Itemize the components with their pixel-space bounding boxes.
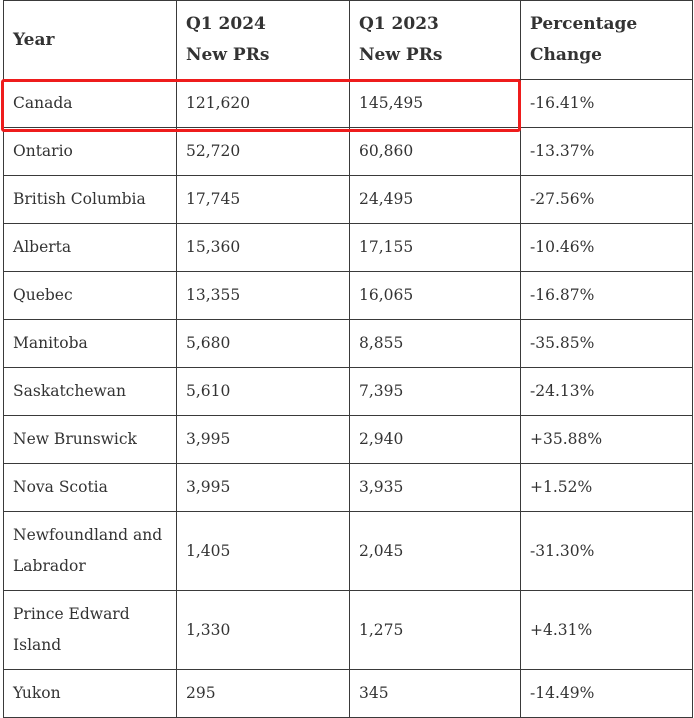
region-cell: New Brunswick	[3, 415, 177, 464]
q1-2024-value: 3,995	[176, 415, 350, 464]
percentage-change-value: -14.49%	[520, 669, 693, 718]
q1-2024-value: 5,610	[176, 367, 350, 416]
region-name: Yukon	[13, 684, 61, 702]
region-name: Prince Edward	[13, 605, 130, 623]
q1-2023-value: 2,045	[349, 511, 521, 591]
region-name: Ontario	[13, 142, 73, 160]
q1-2024-value: 295	[176, 669, 350, 718]
header-year: Year	[3, 0, 177, 80]
header-percentage-change-line-2: Change	[530, 45, 602, 65]
q1-2023-value: 17,155	[349, 223, 521, 272]
region-name: Saskatchewan	[13, 382, 127, 400]
q1-2023-value: 24,495	[349, 175, 521, 224]
region-cell: Prince Edward Island	[3, 590, 177, 670]
table-row: Manitoba 5,680 8,855 -35.85%	[3, 319, 693, 368]
q1-2024-value: 17,745	[176, 175, 350, 224]
region-name: Manitoba	[13, 334, 88, 352]
percentage-change-value: -27.56%	[520, 175, 693, 224]
header-q1-2024: Q1 2024 New PRs	[176, 0, 350, 80]
q1-2024-value: 1,330	[176, 590, 350, 670]
table-row: New Brunswick 3,995 2,940 +35.88%	[3, 415, 693, 464]
q1-2023-value: 145,495	[349, 79, 521, 128]
region-name: British Columbia	[13, 190, 146, 208]
region-name: Nova Scotia	[13, 478, 108, 496]
region-name: Quebec	[13, 286, 73, 304]
q1-2023-value: 16,065	[349, 271, 521, 320]
header-year-line-1: Year	[13, 29, 55, 50]
region-cell: Newfoundland and Labrador	[3, 511, 177, 591]
header-q1-2023-line-1: Q1 2023	[359, 14, 439, 34]
table-row: Prince Edward Island 1,330 1,275 +4.31%	[3, 590, 693, 670]
q1-2024-value: 121,620	[176, 79, 350, 128]
region-cell: Nova Scotia	[3, 463, 177, 512]
percentage-change-value: -35.85%	[520, 319, 693, 368]
q1-2023-value: 60,860	[349, 127, 521, 176]
percentage-change-value: +1.52%	[520, 463, 693, 512]
header-q1-2024-line-1: Q1 2024	[186, 14, 266, 34]
region-name: Canada	[13, 94, 73, 112]
header-q1-2023: Q1 2023 New PRs	[349, 0, 521, 80]
table-row: Saskatchewan 5,610 7,395 -24.13%	[3, 367, 693, 416]
region-name: Alberta	[13, 238, 72, 256]
percentage-change-value: -16.87%	[520, 271, 693, 320]
region-cell: Manitoba	[3, 319, 177, 368]
q1-2023-value: 2,940	[349, 415, 521, 464]
table-row: Ontario 52,720 60,860 -13.37%	[3, 127, 693, 176]
table-row: Alberta 15,360 17,155 -10.46%	[3, 223, 693, 272]
percentage-change-value: +4.31%	[520, 590, 693, 670]
table-row: British Columbia 17,745 24,495 -27.56%	[3, 175, 693, 224]
q1-2023-value: 3,935	[349, 463, 521, 512]
table-row: Quebec 13,355 16,065 -16.87%	[3, 271, 693, 320]
percentage-change-value: -16.41%	[520, 79, 693, 128]
q1-2024-value: 5,680	[176, 319, 350, 368]
q1-2024-value: 52,720	[176, 127, 350, 176]
region-cell: Canada	[3, 79, 177, 128]
header-q1-2023-line-2: New PRs	[359, 45, 443, 65]
header-percentage-change-line-1: Percentage	[530, 14, 638, 34]
region-cell: Alberta	[3, 223, 177, 272]
q1-2024-value: 15,360	[176, 223, 350, 272]
header-q1-2024-line-2: New PRs	[186, 45, 270, 65]
region-cell: Ontario	[3, 127, 177, 176]
q1-2024-value: 13,355	[176, 271, 350, 320]
q1-2024-value: 1,405	[176, 511, 350, 591]
table-row: Canada 121,620 145,495 -16.41%	[3, 79, 693, 128]
table-row: Nova Scotia 3,995 3,935 +1.52%	[3, 463, 693, 512]
region-name: Labrador	[13, 557, 86, 575]
table-row: Newfoundland and Labrador 1,405 2,045 -31.30…	[3, 511, 693, 591]
region-cell: Saskatchewan	[3, 367, 177, 416]
region-name: Newfoundland and	[13, 526, 163, 544]
percentage-change-value: -24.13%	[520, 367, 693, 416]
table-body: Canada 121,620 145,495 -16.41% Ontario 52,720…	[3, 79, 693, 718]
region-cell: Yukon	[3, 669, 177, 718]
header-percentage-change: Percentage Change	[520, 0, 693, 80]
pr-statistics-table: Year Q1 2024 New PRs Q1 2023 New PRs Per…	[3, 0, 693, 718]
percentage-change-value: +35.88%	[520, 415, 693, 464]
region-name: Island	[13, 636, 62, 654]
q1-2023-value: 1,275	[349, 590, 521, 670]
table-header-row: Year Q1 2024 New PRs Q1 2023 New PRs Per…	[3, 0, 693, 80]
percentage-change-value: -31.30%	[520, 511, 693, 591]
region-name: New Brunswick	[13, 430, 137, 448]
q1-2023-value: 345	[349, 669, 521, 718]
table-row: Yukon 295 345 -14.49%	[3, 669, 693, 718]
q1-2023-value: 7,395	[349, 367, 521, 416]
percentage-change-value: -13.37%	[520, 127, 693, 176]
q1-2024-value: 3,995	[176, 463, 350, 512]
q1-2023-value: 8,855	[349, 319, 521, 368]
region-cell: Quebec	[3, 271, 177, 320]
percentage-change-value: -10.46%	[520, 223, 693, 272]
region-cell: British Columbia	[3, 175, 177, 224]
